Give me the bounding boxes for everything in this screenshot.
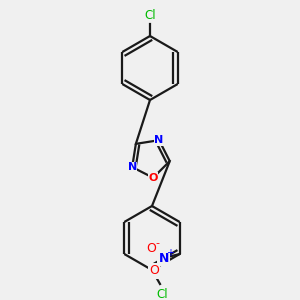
Text: O: O (148, 173, 158, 183)
Text: -: - (156, 238, 160, 248)
Text: Cl: Cl (144, 9, 156, 22)
Text: N: N (154, 135, 164, 145)
Text: O: O (149, 265, 159, 278)
Text: O: O (146, 242, 156, 254)
Text: +: + (166, 248, 174, 258)
Text: N: N (128, 162, 137, 172)
Text: Cl: Cl (156, 288, 168, 300)
Text: N: N (158, 251, 169, 265)
